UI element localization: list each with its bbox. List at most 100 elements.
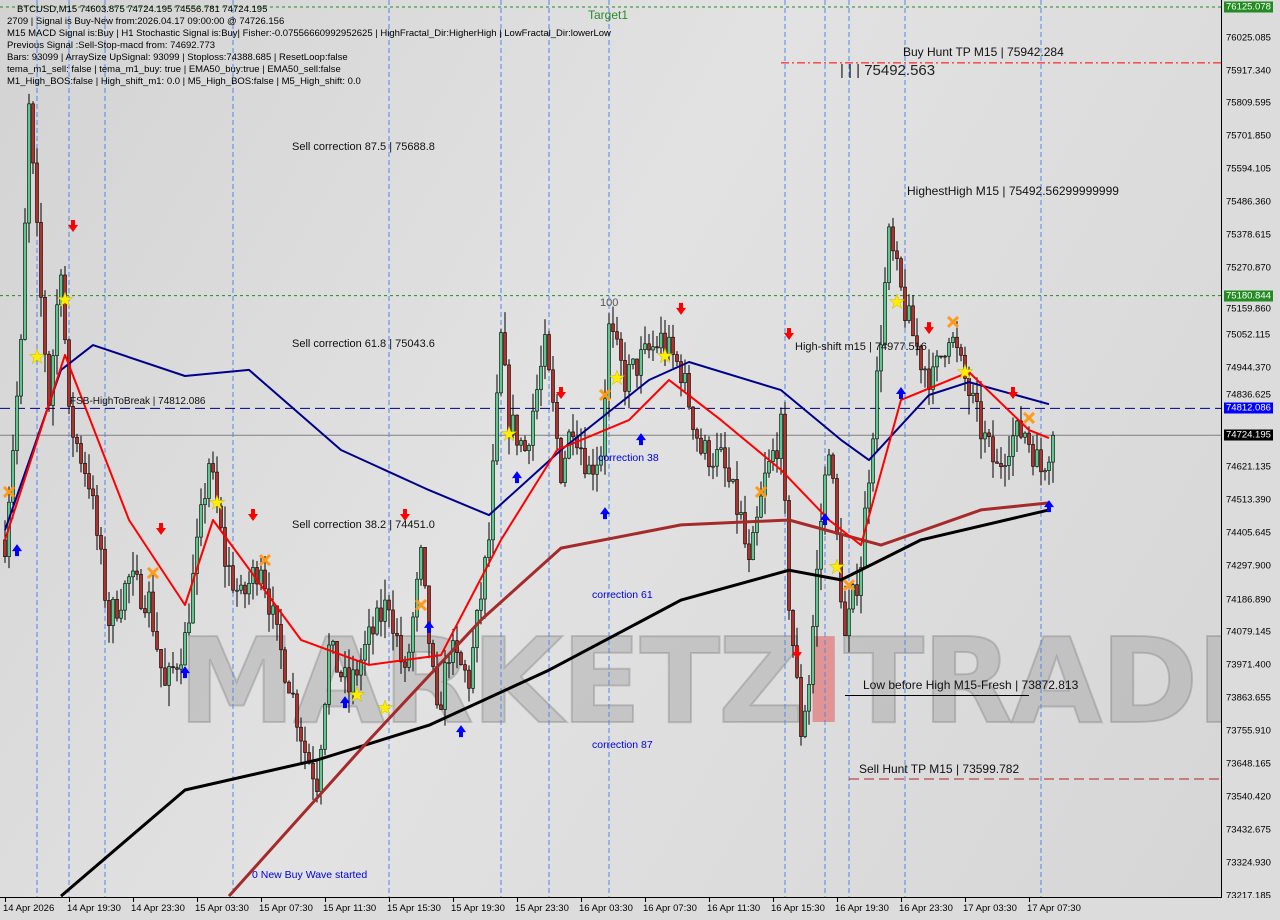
bull-candle — [827, 454, 831, 476]
bull-candle — [483, 557, 487, 600]
bull-candle — [419, 547, 423, 580]
bull-candle — [55, 304, 59, 357]
bull-candle — [203, 498, 207, 506]
price-tick-label: 74297.900 — [1226, 560, 1271, 572]
bull-candle — [875, 370, 879, 440]
bear-candle — [943, 355, 947, 358]
bull-candle — [603, 397, 607, 457]
bear-candle — [515, 414, 519, 446]
bear-candle — [743, 512, 747, 545]
bull-candle — [1051, 434, 1055, 463]
price-tick-label: 75486.360 — [1226, 196, 1271, 208]
bull-candle — [195, 536, 199, 574]
sell-arrow-icon — [676, 302, 686, 315]
bull-candle — [851, 584, 855, 610]
bear-candle — [387, 599, 391, 611]
bear-candle — [403, 661, 407, 668]
bear-candle — [551, 369, 555, 403]
bull-candle — [651, 346, 655, 351]
info-line-previous: Previous Signal :Sell-Stop-macd from: 74… — [7, 40, 216, 51]
bear-candle — [163, 667, 167, 686]
bull-candle — [491, 460, 495, 541]
cross-signal-icon — [842, 579, 856, 592]
bull-candle — [319, 748, 323, 792]
bull-candle — [859, 567, 863, 596]
bull-candle — [779, 413, 783, 459]
info-line-signal: 2709 | Signal is Buy-New from:2026.04.17… — [7, 16, 285, 27]
buy-hunt-tp-label: Buy Hunt TP M15 | 75942.284 — [903, 45, 1064, 59]
bear-candle — [967, 378, 971, 396]
time-tick-label: 16 Apr 19:30 — [835, 903, 889, 914]
bull-candle — [527, 445, 531, 451]
sell-arrow-icon — [556, 386, 566, 399]
bear-candle — [959, 347, 963, 356]
bear-candle — [347, 667, 351, 693]
price-marker-label: 75180.844 — [1224, 290, 1273, 302]
bear-candle — [379, 607, 383, 622]
price-tick-label: 73540.420 — [1226, 791, 1271, 803]
time-tick-label: 16 Apr 23:30 — [899, 903, 953, 914]
new-buy-wave-label: 0 New Buy Wave started — [252, 869, 368, 881]
chart-plot-area[interactable]: MARKETZITRADE BTCUSD,M15 74603.875 74724… — [0, 0, 1222, 898]
price-tick-label: 74405.645 — [1226, 527, 1271, 539]
bear-candle — [75, 436, 79, 444]
bull-candle — [271, 605, 275, 615]
bear-candle — [211, 463, 215, 473]
bull-candle — [627, 364, 631, 392]
price-tick-label: 73971.400 — [1226, 659, 1271, 671]
time-tick-label: 16 Apr 03:30 — [579, 903, 633, 914]
price-axis[interactable]: 76025.085 75917.340 75809.595 75701.850 7559… — [1222, 0, 1280, 902]
price-tick-label: 75052.115 — [1226, 329, 1271, 341]
bear-candle — [675, 354, 679, 362]
bear-candle — [591, 464, 595, 475]
bear-candle — [991, 436, 995, 463]
bull-candle — [475, 609, 479, 648]
bear-candle — [219, 505, 223, 528]
bear-candle — [63, 274, 67, 341]
bull-candle — [179, 664, 183, 670]
time-tick-mark — [517, 898, 518, 902]
star-signal-icon — [348, 686, 366, 703]
time-tick-label: 15 Apr 23:30 — [515, 903, 569, 914]
bear-candle — [423, 547, 427, 587]
bear-candle — [143, 608, 147, 614]
bear-candle — [115, 598, 119, 619]
bear-candle — [647, 343, 651, 351]
sell-hunt-tp-label: Sell Hunt TP M15 | 73599.782 — [859, 762, 1020, 776]
star-signal-icon — [656, 347, 674, 364]
bear-candle — [71, 405, 75, 438]
bear-candle — [467, 669, 471, 689]
time-tick-label: 15 Apr 11:30 — [323, 903, 377, 914]
info-line-tema: tema_m1_sell: false | tema_m1_buy: true … — [7, 64, 341, 75]
price-tick-label: 73324.930 — [1226, 857, 1271, 869]
price-marker-label: 74812.086 — [1224, 402, 1273, 414]
bear-candle — [83, 462, 87, 474]
star-signal-icon — [828, 558, 846, 575]
bull-candle — [367, 626, 371, 645]
sell-correction-382-label: Sell correction 38.2 | 74451.0 — [292, 519, 435, 531]
buy-arrow-icon — [600, 507, 610, 520]
buy-arrow-icon — [512, 471, 522, 484]
bear-candle — [91, 488, 95, 497]
price-tick-label: 75270.870 — [1226, 262, 1271, 274]
bear-candle — [503, 332, 507, 366]
bull-candle — [23, 222, 27, 340]
bull-candle — [519, 440, 523, 446]
bull-candle — [51, 355, 55, 406]
bear-candle — [707, 440, 711, 468]
bull-candle — [887, 226, 891, 283]
star-signal-icon — [28, 348, 46, 365]
bear-candle — [243, 584, 247, 595]
bear-candle — [507, 364, 511, 435]
bear-candle — [571, 431, 575, 438]
bear-candle — [391, 609, 395, 634]
bear-candle — [547, 334, 551, 371]
time-tick-label: 16 Apr 07:30 — [643, 903, 697, 914]
sell-arrow-icon — [248, 508, 258, 521]
price-chart — [0, 0, 1221, 897]
time-axis[interactable]: 14 Apr 2026 14 Apr 19:30 14 Apr 23:30 15 Ap… — [0, 898, 1280, 920]
sell-arrow-icon — [792, 647, 802, 660]
bear-candle — [95, 495, 99, 536]
bear-candle — [1027, 432, 1031, 445]
time-tick-label: 15 Apr 15:30 — [387, 903, 441, 914]
